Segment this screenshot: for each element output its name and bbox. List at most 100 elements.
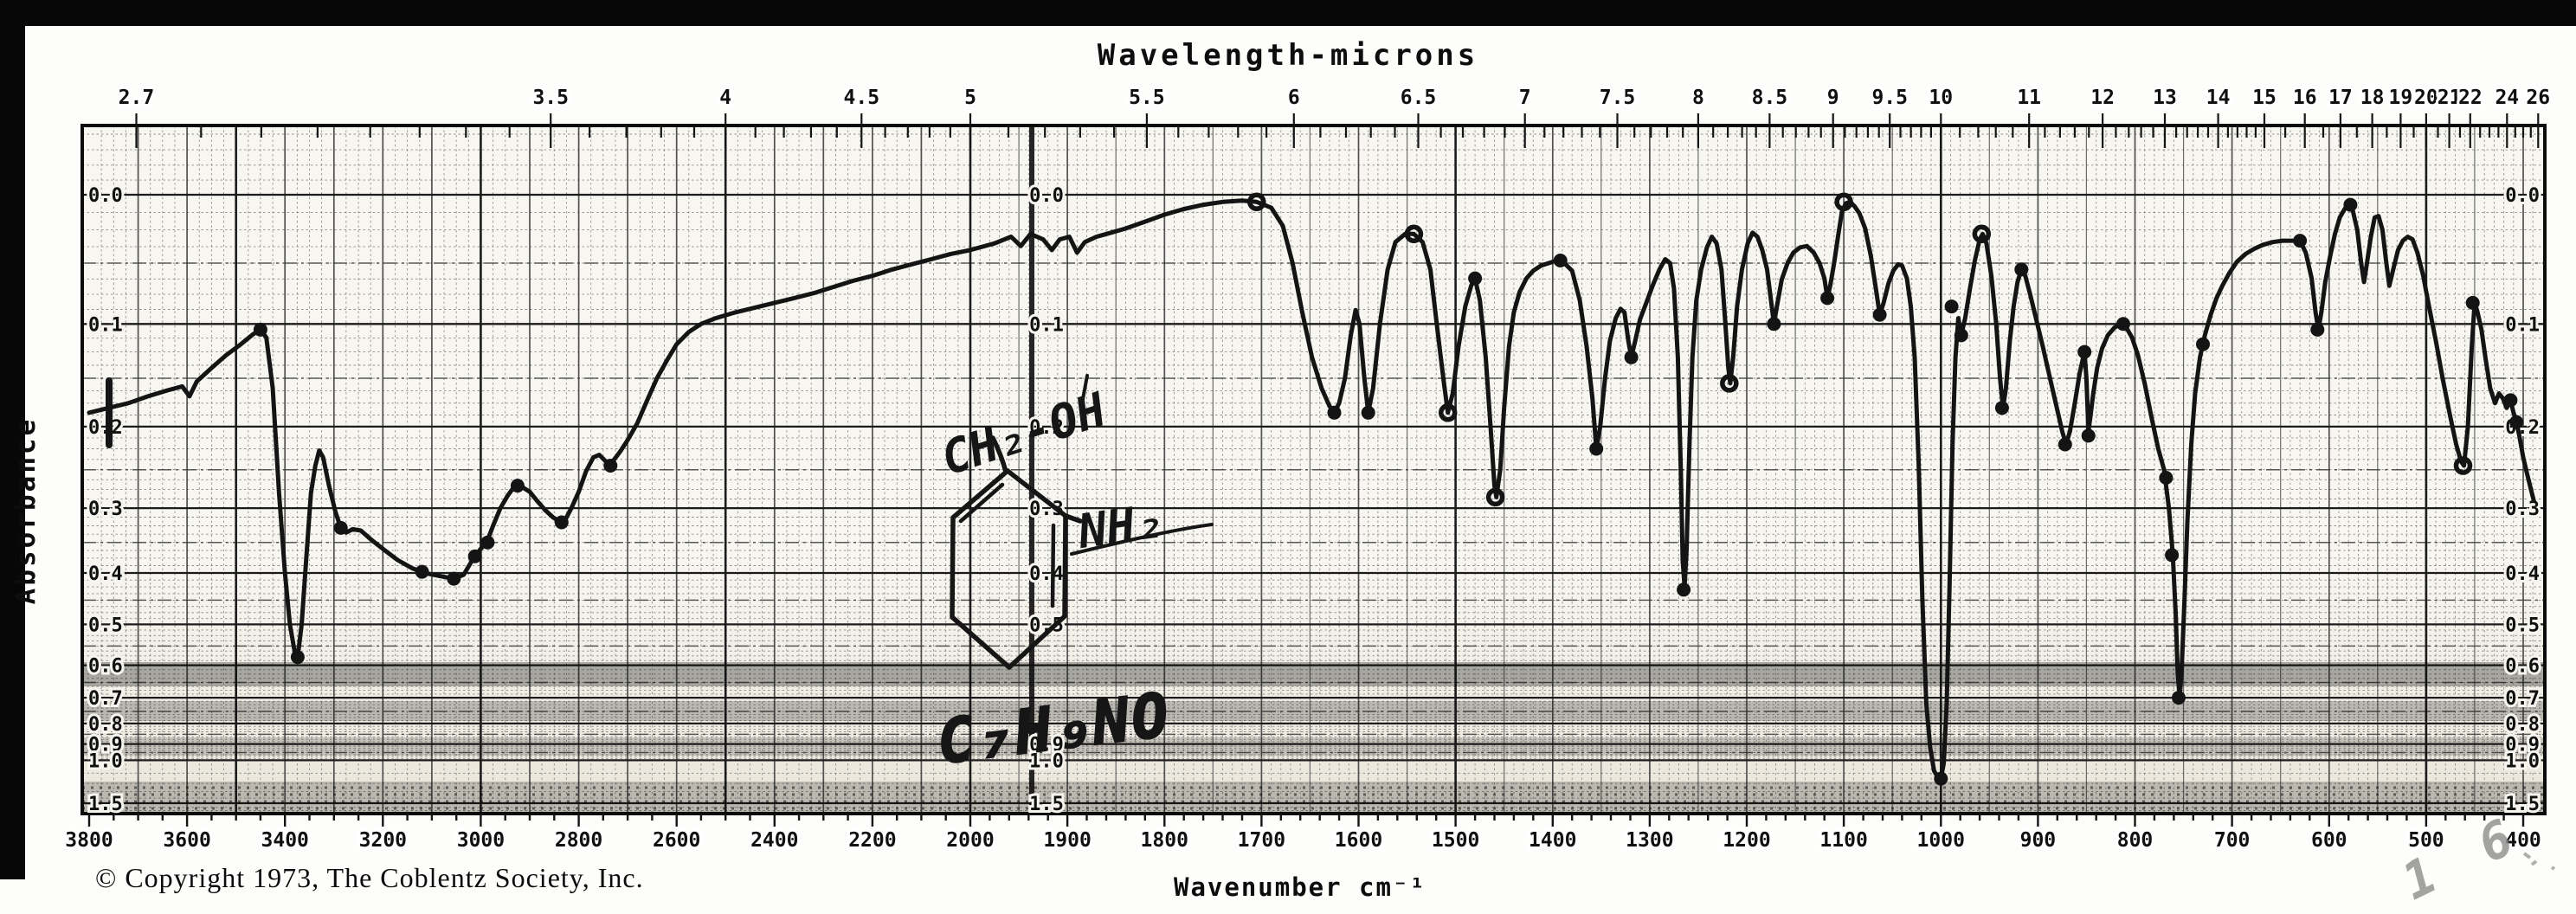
scan-top-border (0, 0, 2576, 26)
wavenumber-tick-label: 2400 (750, 829, 798, 852)
wavenumber-tick-label: 3200 (359, 829, 407, 852)
absorbance-tick-label: 1.0 (2505, 750, 2540, 772)
absorbance-tick-label: 0.5 (88, 615, 123, 636)
peak-marker-dot (2014, 262, 2029, 277)
micron-tick-label: 9.5 (1871, 87, 1908, 109)
absorbance-tick-label: 0.1 (1029, 314, 1064, 336)
peak-marker-ring (1247, 192, 1266, 212)
micron-tick-label: 20 (2414, 87, 2438, 109)
peak-marker-ring (1404, 224, 1424, 244)
micron-tick-label: 2.7 (119, 87, 155, 109)
plot-border (80, 124, 2547, 815)
absorbance-tick-label: 0.1 (88, 314, 123, 336)
absorbance-tick-label: 0.6 (2505, 656, 2540, 678)
micron-tick-label: 11 (2017, 87, 2041, 109)
absorbance-tick-label: 0.2 (88, 417, 123, 439)
peak-marker-dot (2165, 548, 2180, 563)
wavenumber-tick-label: 3600 (163, 829, 210, 852)
wavenumber-tick-label: 700 (2214, 829, 2251, 852)
wavenumber-tick-label: 2200 (848, 829, 896, 852)
absorbance-scale-left: 0.0 0.1 0.2 0.3 0.4 0.5 0.6 0.7 0.80.91.0 1.5 (86, 183, 126, 818)
absorbance-tick-label: 0.1 (2505, 314, 2540, 336)
pencil-note-text: 1 6 (2392, 802, 2533, 911)
peak-marker-dot (1677, 583, 1691, 597)
micron-tick-label: 22 (2458, 87, 2483, 109)
peak-marker-dot (1468, 271, 1483, 286)
wavenumber-tick-label: 2600 (653, 829, 700, 852)
ring-double-bond (958, 482, 1005, 524)
peak-marker-dot (603, 459, 618, 473)
micron-tick-label: 6 (1288, 87, 1300, 109)
micron-tick-label: 19 (2389, 87, 2413, 109)
wavenumber-tick-label: 1800 (1141, 829, 1188, 852)
wavenumber-tick-label: 900 (2020, 829, 2057, 852)
peak-marker-dot (1872, 307, 1887, 322)
micron-tick-label: 12 (2090, 87, 2115, 109)
absorbance-tick-label: 1.0 (88, 750, 123, 772)
micron-tick-label: 17 (2328, 87, 2353, 109)
micron-tick-label: 14 (2206, 87, 2231, 109)
absorbance-tick-label: 0.2 (1029, 417, 1064, 439)
peak-marker-dot (510, 479, 525, 493)
wavenumber-axis: 3800 3600 3400 3200 3000 2800 2600 2400 2200 2000… (62, 814, 2544, 854)
wavenumber-tick-label: 1900 (1043, 829, 1091, 852)
peak-marker-dot (415, 564, 429, 579)
oh-stray-stroke (1079, 374, 1089, 410)
peak-marker-dot (1553, 254, 1568, 267)
absorbance-tick-label: 0.9 (1029, 735, 1064, 756)
wavenumber-tick-label: 1000 (1917, 829, 1965, 852)
bond-to-nh2 (1063, 513, 1083, 524)
absorbance-tick-label: 0.4 (88, 563, 123, 585)
wavenumber-tick-label: 2000 (946, 829, 994, 852)
micron-tick-label: 9 (1827, 87, 1839, 109)
pencil-scratch (2522, 852, 2556, 871)
peak-marker-dot (333, 520, 348, 535)
peak-marker-dot (1820, 291, 1835, 306)
absorbance-tick-label: 1.5 (88, 794, 123, 815)
absorbance-tick-label: 0.0 (1029, 185, 1064, 207)
wavenumber-tick-label: 1100 (1819, 829, 1867, 852)
peak-marker-dot (1624, 350, 1639, 364)
peak-marker-dot (480, 535, 495, 550)
absorbance-tick-label: 0.0 (88, 185, 123, 207)
wavenumber-tick-label: 1200 (1723, 829, 1770, 852)
micron-tick-label: 3.5 (532, 87, 569, 109)
peak-marker-dot (2077, 344, 2092, 359)
x-axis-title: Wavenumber cm⁻¹ (1174, 872, 1426, 902)
wavenumber-tick-label: 400 (2505, 829, 2541, 852)
peak-marker-dot (2058, 437, 2072, 452)
wavenumber-tick-label: 1700 (1238, 829, 1285, 852)
absorbance-tick-label: 0.9 (2505, 735, 2540, 756)
micron-tick-label: 5.5 (1129, 87, 1165, 109)
wavenumber-tick-label: 3400 (261, 829, 309, 852)
peak-marker-ring (2453, 456, 2473, 475)
absorbance-tick-label: 0.5 (2505, 615, 2540, 636)
micron-tick-label: 6.5 (1401, 87, 1437, 109)
absorbance-tick-label: 0.3 (88, 499, 123, 520)
copyright-text: © Copyright 1973, The Coblentz Society, … (95, 862, 644, 893)
peak-marker-ring (1720, 374, 1739, 393)
top-axis-title: Wavelength-microns (1097, 38, 1479, 73)
micron-tick-label: 7 (1519, 87, 1531, 109)
wavenumber-tick-label: 3000 (457, 829, 505, 852)
peak-marker-dot (290, 650, 305, 665)
peak-marker-ring (1438, 403, 1458, 422)
peak-marker-dot (1944, 299, 1959, 314)
wavenumber-tick-label: 1300 (1626, 829, 1673, 852)
peak-marker-dot (2159, 471, 2174, 485)
absorbance-tick-label: 0.8 (88, 714, 123, 736)
absorbance-tick-label: 0.7 (88, 688, 123, 710)
micron-tick-label: 13 (2153, 87, 2177, 109)
wavenumber-tick-label: 2800 (555, 829, 602, 852)
peak-marker-ring (1834, 192, 1853, 212)
peak-marker-dot (1994, 401, 2009, 415)
peak-markers (253, 192, 2524, 786)
peak-marker-dot (2465, 295, 2480, 310)
peak-marker-ring (1972, 224, 1992, 244)
peak-marker-dot (2509, 415, 2524, 429)
peak-marker-dot (467, 549, 482, 563)
peak-marker-dot (2196, 337, 2210, 351)
